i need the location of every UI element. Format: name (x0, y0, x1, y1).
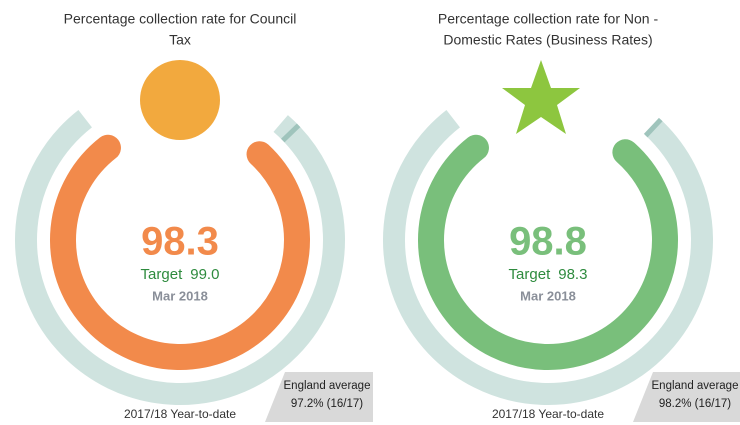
target-label: Target 99.0 (141, 266, 220, 283)
average-box (633, 372, 740, 422)
target-ring (15, 109, 345, 405)
target-ring (383, 109, 713, 405)
value-ring (418, 134, 678, 370)
gauge-period: 2017/18 Year-to-date (124, 407, 236, 421)
target-text: Target (141, 266, 184, 283)
gauge-date: Mar 2018 (152, 288, 208, 303)
status-star (502, 60, 580, 134)
gauge-period: 2017/18 Year-to-date (492, 407, 604, 421)
average-box (265, 372, 373, 422)
average-marker (281, 123, 301, 143)
gauge-date: Mar 2018 (520, 288, 576, 303)
average-title: England average (284, 380, 371, 392)
gauge-title: Percentage collection rate for Non - (438, 11, 659, 27)
gauge-value: 98.3 (141, 220, 219, 264)
target-label: Target 98.3 (509, 266, 588, 283)
average-title: England average (652, 380, 739, 392)
average-marker (643, 117, 663, 138)
average-value: 97.2% (16/17) (291, 398, 363, 410)
target-value: 99.0 (190, 266, 219, 283)
gauge-title: Domestic Rates (Business Rates) (443, 32, 652, 48)
value-ring (50, 134, 310, 370)
gauge-title: Percentage collection rate for Council (64, 11, 297, 27)
gauge-value: 98.8 (509, 220, 587, 264)
status-circle (140, 60, 220, 140)
target-value: 98.3 (558, 266, 587, 283)
target-text: Target (509, 266, 552, 283)
gauge-title: Tax (169, 32, 191, 48)
average-value: 98.2% (16/17) (659, 398, 731, 410)
